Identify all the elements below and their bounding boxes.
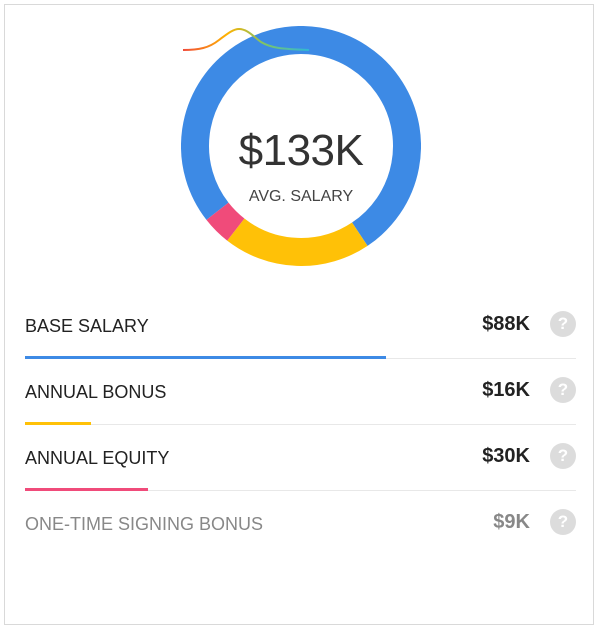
compensation-breakdown-list: BASE SALARY $88K ? ANNUAL BONUS $16K ? A…: [25, 293, 576, 556]
donut-segment-base-salary: [181, 26, 421, 246]
signing-bonus-label: ONE-TIME SIGNING BONUS: [25, 514, 264, 534]
annual-equity-value: $30K: [482, 445, 530, 467]
row-base-salary: BASE SALARY $88K ?: [25, 293, 576, 359]
avg-salary-value: $133K: [238, 126, 364, 175]
annual-bonus-value: $16K: [482, 379, 530, 401]
salary-donut-chart: $133K AVG. SALARY: [181, 26, 421, 266]
donut-segment-annual-equity: [206, 202, 245, 241]
signing-bonus-value: $9K: [493, 511, 530, 533]
base-salary-label: BASE SALARY: [25, 316, 149, 336]
base-salary-bar: [25, 356, 386, 359]
base-salary-value: $88K: [482, 313, 530, 335]
annual-bonus-label: ANNUAL BONUS: [25, 382, 167, 402]
donut-center: $133K AVG. SALARY: [181, 26, 421, 266]
salary-card: $133K AVG. SALARY BASE SALARY $88K ? ANN…: [4, 4, 594, 625]
question-mark-circle-icon[interactable]: ?: [550, 311, 576, 337]
annual-equity-label: ANNUAL EQUITY: [25, 448, 170, 468]
donut-svg: [181, 26, 421, 266]
question-mark-circle-icon[interactable]: ?: [550, 377, 576, 403]
row-annual-bonus: ANNUAL BONUS $16K ?: [25, 359, 576, 425]
question-mark-circle-icon[interactable]: ?: [550, 509, 576, 535]
question-mark-circle-icon[interactable]: ?: [550, 443, 576, 469]
row-signing-bonus: ONE-TIME SIGNING BONUS $9K ?: [25, 491, 576, 556]
avg-salary-label: AVG. SALARY: [248, 188, 354, 205]
annual-equity-bar: [25, 488, 148, 491]
salary-distribution-sparkline-icon: [182, 27, 310, 51]
donut-segment-annual-bonus: [227, 218, 368, 266]
annual-bonus-bar: [25, 422, 91, 425]
row-annual-equity: ANNUAL EQUITY $30K ?: [25, 425, 576, 491]
